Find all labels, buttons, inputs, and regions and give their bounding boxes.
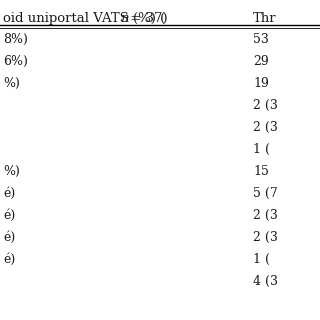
Text: = 37): = 37) bbox=[126, 12, 168, 25]
Text: 19: 19 bbox=[253, 77, 269, 90]
Text: é): é) bbox=[3, 231, 15, 244]
Text: 8%): 8%) bbox=[3, 33, 28, 46]
Text: é): é) bbox=[3, 187, 15, 200]
Text: 6%): 6%) bbox=[3, 55, 28, 68]
Text: Thr: Thr bbox=[253, 12, 276, 25]
Text: 15: 15 bbox=[253, 165, 269, 178]
Text: 2 (3: 2 (3 bbox=[253, 121, 278, 134]
Text: oid uniportal VATS (%) (: oid uniportal VATS (%) ( bbox=[3, 12, 165, 25]
Text: 2 (3: 2 (3 bbox=[253, 209, 278, 222]
Text: 4 (3: 4 (3 bbox=[253, 275, 278, 288]
Text: n: n bbox=[120, 12, 128, 25]
Text: %): %) bbox=[3, 165, 20, 178]
Text: %): %) bbox=[3, 77, 20, 90]
Text: 2 (3: 2 (3 bbox=[253, 231, 278, 244]
Text: 53: 53 bbox=[253, 33, 269, 46]
Text: 1 (: 1 ( bbox=[253, 253, 270, 266]
Text: é): é) bbox=[3, 253, 15, 266]
Text: 5 (7: 5 (7 bbox=[253, 187, 278, 200]
Text: 1 (: 1 ( bbox=[253, 143, 270, 156]
Text: 2 (3: 2 (3 bbox=[253, 99, 278, 112]
Text: 29: 29 bbox=[253, 55, 269, 68]
Text: é): é) bbox=[3, 209, 15, 222]
